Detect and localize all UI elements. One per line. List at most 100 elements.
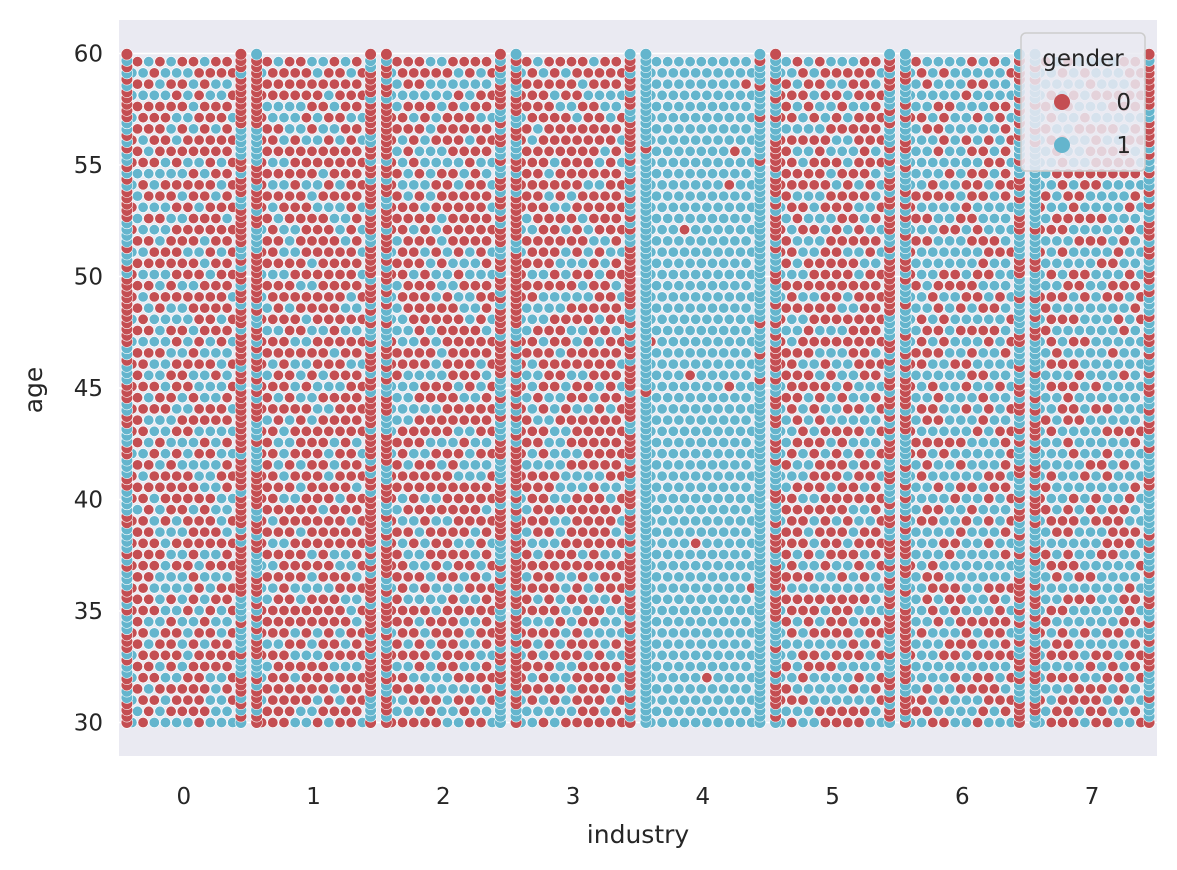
data-point bbox=[870, 190, 882, 202]
data-point bbox=[216, 425, 228, 437]
data-point bbox=[481, 123, 493, 135]
data-point bbox=[949, 672, 961, 684]
data-point bbox=[831, 448, 843, 460]
data-point bbox=[143, 56, 155, 68]
data-point bbox=[814, 78, 826, 90]
data-point bbox=[667, 627, 679, 639]
data-point bbox=[819, 425, 831, 437]
data-point bbox=[278, 89, 290, 101]
data-point bbox=[949, 425, 961, 437]
data-point bbox=[938, 694, 950, 706]
data-point bbox=[543, 78, 555, 90]
data-point bbox=[475, 649, 487, 661]
data-point bbox=[402, 504, 414, 516]
data-point bbox=[397, 179, 409, 191]
data-point bbox=[582, 224, 594, 236]
data-point bbox=[650, 280, 662, 292]
data-point bbox=[300, 492, 312, 504]
data-point bbox=[549, 694, 561, 706]
data-point bbox=[272, 459, 284, 471]
data-point bbox=[786, 649, 798, 661]
data-point bbox=[537, 537, 549, 549]
data-point bbox=[453, 425, 465, 437]
data-point bbox=[723, 560, 735, 572]
data-point bbox=[667, 313, 679, 325]
data-point bbox=[593, 403, 605, 415]
data-point bbox=[204, 425, 216, 437]
data-point bbox=[430, 604, 442, 616]
data-point bbox=[791, 123, 803, 135]
data-point bbox=[204, 179, 216, 191]
data-point bbox=[272, 257, 284, 269]
data-point bbox=[723, 649, 735, 661]
data-point bbox=[171, 224, 183, 236]
data-point bbox=[842, 380, 854, 392]
data-point bbox=[814, 481, 826, 493]
data-point bbox=[808, 134, 820, 146]
data-point bbox=[182, 470, 194, 482]
data-point bbox=[425, 392, 437, 404]
data-point bbox=[831, 67, 843, 79]
data-point bbox=[188, 616, 200, 628]
data-point bbox=[718, 190, 730, 202]
data-point bbox=[678, 291, 690, 303]
data-point bbox=[588, 459, 600, 471]
data-point bbox=[729, 436, 741, 448]
data-point bbox=[351, 459, 363, 471]
data-point bbox=[927, 694, 939, 706]
data-point bbox=[650, 257, 662, 269]
data-point bbox=[193, 224, 205, 236]
data-point bbox=[447, 504, 459, 516]
data-point bbox=[397, 201, 409, 213]
data-point bbox=[261, 123, 273, 135]
data-point bbox=[176, 213, 188, 225]
data-point bbox=[397, 716, 409, 728]
data-point bbox=[278, 560, 290, 572]
data-point bbox=[582, 672, 594, 684]
data-point bbox=[656, 313, 668, 325]
data-point bbox=[199, 548, 211, 560]
data-point bbox=[684, 593, 696, 605]
data-point bbox=[836, 571, 848, 583]
data-point bbox=[199, 638, 211, 650]
data-point bbox=[402, 571, 414, 583]
data-point bbox=[803, 638, 815, 650]
data-point bbox=[176, 324, 188, 336]
data-point bbox=[690, 470, 702, 482]
data-point bbox=[565, 683, 577, 695]
data-point bbox=[560, 313, 572, 325]
data-point bbox=[847, 347, 859, 359]
data-point bbox=[938, 560, 950, 572]
data-point bbox=[216, 134, 228, 146]
data-point bbox=[328, 145, 340, 157]
data-point bbox=[267, 582, 279, 594]
data-point bbox=[328, 616, 340, 628]
data-point bbox=[402, 347, 414, 359]
data-point bbox=[780, 616, 792, 628]
data-point bbox=[729, 526, 741, 538]
data-point bbox=[734, 560, 746, 572]
data-point bbox=[831, 201, 843, 213]
data-point bbox=[441, 537, 453, 549]
data-point bbox=[160, 470, 172, 482]
data-point bbox=[543, 504, 555, 516]
data-point bbox=[137, 515, 149, 527]
data-point bbox=[199, 213, 211, 225]
data-point bbox=[317, 145, 329, 157]
data-point bbox=[137, 291, 149, 303]
data-point bbox=[650, 683, 662, 695]
data-point bbox=[436, 213, 448, 225]
data-point bbox=[295, 56, 307, 68]
data-point bbox=[831, 560, 843, 572]
data-point bbox=[306, 705, 318, 717]
data-point bbox=[458, 78, 470, 90]
data-point bbox=[549, 672, 561, 684]
data-point bbox=[160, 67, 172, 79]
data-point bbox=[402, 638, 414, 650]
data-point bbox=[723, 157, 735, 169]
data-point bbox=[780, 593, 792, 605]
data-point bbox=[284, 616, 296, 628]
data-point bbox=[221, 145, 233, 157]
data-point bbox=[464, 515, 476, 527]
data-point bbox=[690, 89, 702, 101]
